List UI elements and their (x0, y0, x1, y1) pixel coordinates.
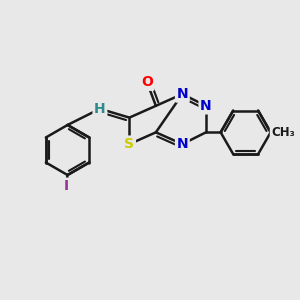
Text: N: N (177, 87, 188, 101)
Text: CH₃: CH₃ (271, 126, 295, 139)
Text: I: I (64, 179, 69, 193)
Text: O: O (141, 75, 153, 89)
Text: S: S (124, 137, 134, 151)
Text: N: N (177, 137, 188, 151)
Text: N: N (200, 99, 212, 113)
Text: H: H (94, 102, 106, 116)
